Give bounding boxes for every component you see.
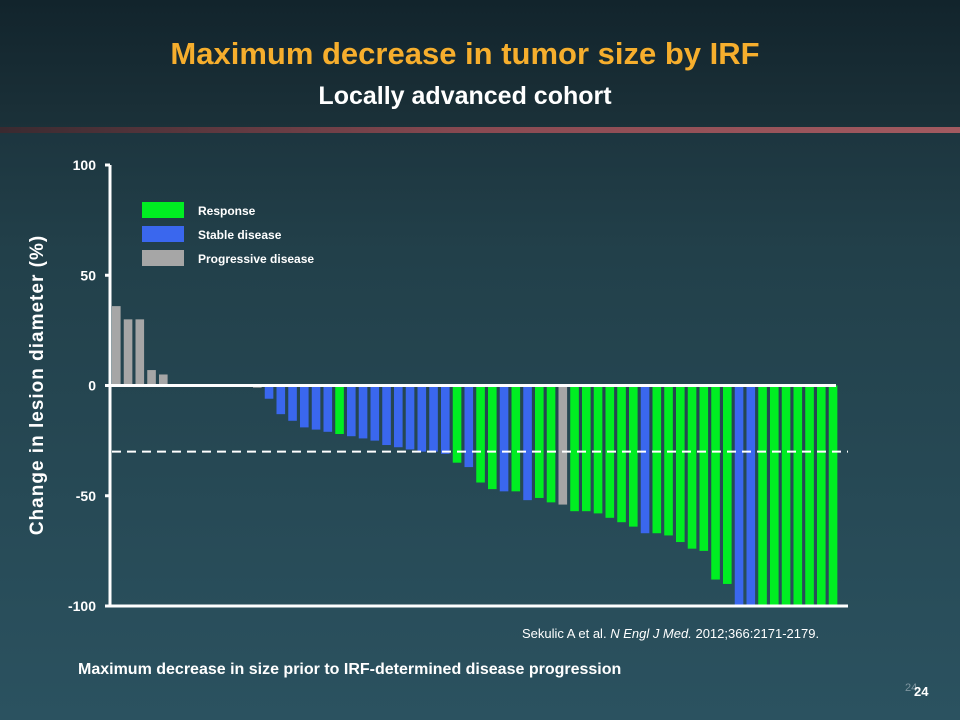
bar-30-response bbox=[452, 385, 462, 463]
bar-41-response bbox=[582, 385, 591, 512]
y-tick-label-1: 50 bbox=[80, 267, 96, 283]
legend-label-response: Response bbox=[198, 204, 256, 218]
citation-authors: Sekulic A et al. bbox=[522, 626, 607, 641]
page-number-ghost: 24 bbox=[905, 682, 918, 694]
bar-47-response bbox=[652, 385, 662, 534]
bar-50-response bbox=[687, 385, 697, 549]
bar-44-response bbox=[617, 385, 626, 523]
bar-51-response bbox=[699, 385, 709, 551]
y-ticks-group: 100 50 0 -50 -100 bbox=[68, 157, 110, 614]
page-number: 24 bbox=[914, 684, 929, 699]
bar-61-response bbox=[817, 385, 826, 606]
bar-24-stable bbox=[382, 385, 391, 446]
legend-swatch-response bbox=[142, 202, 184, 218]
bar-39-progressive bbox=[558, 385, 568, 505]
bar-42-response bbox=[593, 385, 603, 514]
bar-48-response bbox=[664, 385, 673, 536]
bar-23-stable bbox=[370, 385, 380, 441]
bar-17-stable bbox=[300, 385, 309, 428]
x-axis-label: Maximum decrease in size prior to IRF-de… bbox=[78, 661, 622, 678]
bar-34-stable bbox=[499, 385, 509, 492]
bar-33-response bbox=[488, 385, 497, 490]
bar-37-response bbox=[535, 385, 544, 498]
bar-56-response bbox=[758, 385, 767, 606]
bar-52-response bbox=[711, 385, 720, 580]
citation: Sekulic A et al. N Engl J Med. 2012;366:… bbox=[522, 626, 819, 641]
bar-27-stable bbox=[417, 385, 427, 452]
y-tick-label-0: 100 bbox=[73, 157, 97, 173]
bar-32-response bbox=[476, 385, 485, 483]
y-axis-label: Change in lesion diameter (%) bbox=[27, 234, 48, 536]
bar-5-progressive bbox=[159, 374, 168, 386]
bar-2-progressive bbox=[123, 319, 133, 386]
bar-18-stable bbox=[311, 385, 321, 430]
bar-29-stable bbox=[441, 385, 450, 454]
bar-3-progressive bbox=[135, 319, 145, 386]
bar-57-response bbox=[770, 385, 779, 606]
bar-46-stable bbox=[640, 385, 650, 534]
bars-group bbox=[112, 306, 838, 606]
slide-subtitle: Locally advanced cohort bbox=[318, 82, 612, 110]
bar-58-response bbox=[781, 385, 791, 606]
bar-54-stable bbox=[734, 385, 744, 606]
bar-59-response bbox=[793, 385, 803, 606]
bar-15-stable bbox=[276, 385, 286, 415]
bar-22-stable bbox=[358, 385, 368, 439]
citation-journal: N Engl J Med. bbox=[610, 626, 692, 641]
bar-49-response bbox=[676, 385, 685, 543]
bar-35-response bbox=[511, 385, 521, 492]
bar-20-response bbox=[335, 385, 344, 435]
bar-31-stable bbox=[464, 385, 474, 468]
bar-21-stable bbox=[347, 385, 356, 437]
bar-36-stable bbox=[523, 385, 532, 501]
header-divider bbox=[0, 127, 960, 133]
legend-label-progressive: Progressive disease bbox=[198, 252, 314, 266]
bar-25-stable bbox=[394, 385, 403, 448]
y-tick-label-2: 0 bbox=[88, 378, 96, 394]
bar-53-response bbox=[723, 385, 732, 584]
legend: Response Stable disease Progressive dise… bbox=[142, 202, 314, 266]
y-tick-label-4: -100 bbox=[68, 598, 96, 614]
bar-40-response bbox=[570, 385, 579, 512]
legend-swatch-stable bbox=[142, 226, 184, 242]
bar-38-response bbox=[546, 385, 556, 503]
bar-4-progressive bbox=[147, 370, 156, 386]
bar-60-response bbox=[805, 385, 814, 606]
slide-title: Maximum decrease in tumor size by IRF bbox=[170, 36, 760, 71]
bar-45-response bbox=[629, 385, 638, 527]
bar-62-response bbox=[828, 385, 838, 606]
bar-1-progressive bbox=[112, 306, 121, 386]
bar-26-stable bbox=[405, 385, 415, 450]
citation-ref: 2012;366:2171-2179. bbox=[695, 626, 820, 641]
bar-55-stable bbox=[746, 385, 756, 606]
bar-14-stable bbox=[264, 385, 274, 399]
legend-swatch-progressive bbox=[142, 250, 184, 266]
header-band bbox=[0, 0, 960, 128]
bar-19-stable bbox=[323, 385, 333, 432]
bar-16-stable bbox=[288, 385, 297, 421]
y-tick-label-3: -50 bbox=[76, 488, 96, 504]
bar-28-stable bbox=[429, 385, 438, 452]
legend-label-stable: Stable disease bbox=[198, 228, 282, 242]
